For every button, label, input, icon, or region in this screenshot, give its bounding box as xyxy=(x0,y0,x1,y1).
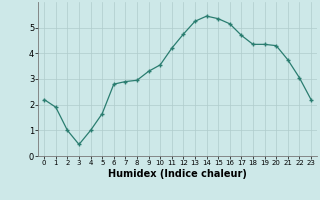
X-axis label: Humidex (Indice chaleur): Humidex (Indice chaleur) xyxy=(108,169,247,179)
